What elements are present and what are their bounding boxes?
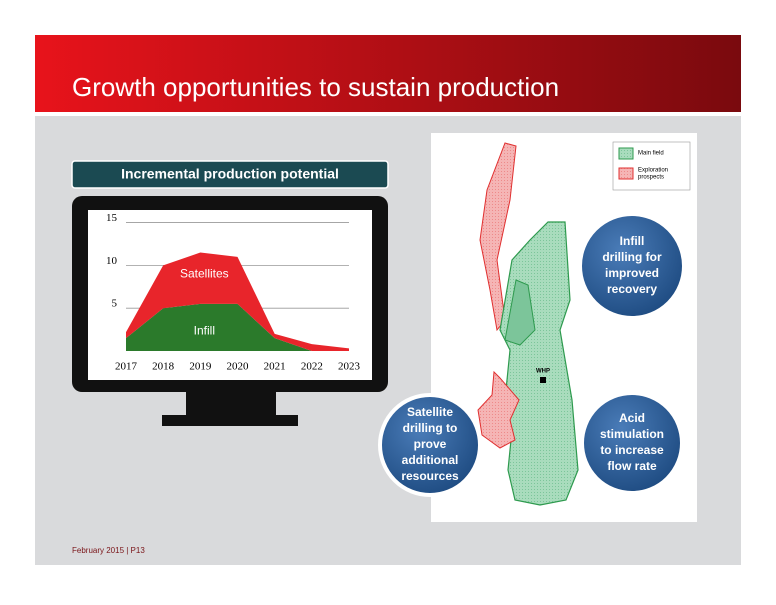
- callout-text: Satellite: [407, 405, 453, 419]
- slide-title: Growth opportunities to sustain producti…: [72, 72, 559, 102]
- callout-circle: [378, 393, 482, 497]
- callout-text: recovery: [607, 282, 657, 296]
- legend-swatch: [618, 167, 634, 180]
- callout-text: improved: [605, 266, 659, 280]
- x-tick-label: 2020: [227, 361, 250, 373]
- chart-title-box: [71, 160, 389, 189]
- callout-text: stimulation: [600, 427, 664, 441]
- area: [126, 303, 349, 351]
- legend-label: Main field: [638, 151, 664, 157]
- callout-circle: [578, 212, 686, 320]
- callout-text: prove: [414, 437, 447, 451]
- whp-marker: [540, 377, 546, 383]
- callout-text: flow rate: [607, 459, 657, 473]
- callouts: Infill drilling for improved recovery Satell…: [378, 212, 686, 497]
- x-tick-label: 2019: [189, 361, 212, 373]
- callout-text: drilling for: [602, 250, 662, 264]
- header-bar: [35, 35, 741, 112]
- y-tick-label: 10: [106, 255, 118, 267]
- main-field-inner: [504, 279, 536, 346]
- monitor-base: [162, 415, 298, 426]
- y-tick-label: 15: [106, 212, 118, 224]
- legend-label: Exploration: [638, 168, 668, 174]
- chart-title: Incremental production potential: [121, 166, 339, 182]
- series-label: Infill: [194, 324, 215, 338]
- callout-text: Infill: [620, 234, 645, 248]
- series-label: Satellites: [180, 266, 229, 280]
- callout-text: drilling to: [403, 421, 458, 435]
- legend-label: prospects: [638, 175, 664, 181]
- callout-text: additional: [402, 453, 459, 467]
- main-field: [499, 221, 579, 506]
- callout-text: Acid: [619, 411, 645, 425]
- prospect-south: [477, 370, 520, 449]
- callout-text: to increase: [600, 443, 664, 457]
- callout-text: resources: [401, 469, 459, 483]
- x-tick-label: 2022: [301, 361, 323, 373]
- footer: February 2015 | P13: [72, 546, 145, 555]
- y-tick-label: 5: [112, 298, 118, 310]
- x-tick-label: 2017: [115, 361, 138, 373]
- callout-circle: [580, 391, 684, 495]
- x-tick-label: 2023: [338, 361, 361, 373]
- area: [126, 252, 349, 351]
- x-tick-label: 2021: [264, 361, 286, 373]
- x-tick-label: 2018: [152, 361, 175, 373]
- whp-label: WHP: [536, 369, 550, 375]
- legend-swatch: [618, 147, 634, 160]
- chart: 5 10 15 2017 2018 2019 2020 2021 2022 2023 Infill S…: [106, 212, 361, 372]
- monitor-stand: [186, 392, 276, 415]
